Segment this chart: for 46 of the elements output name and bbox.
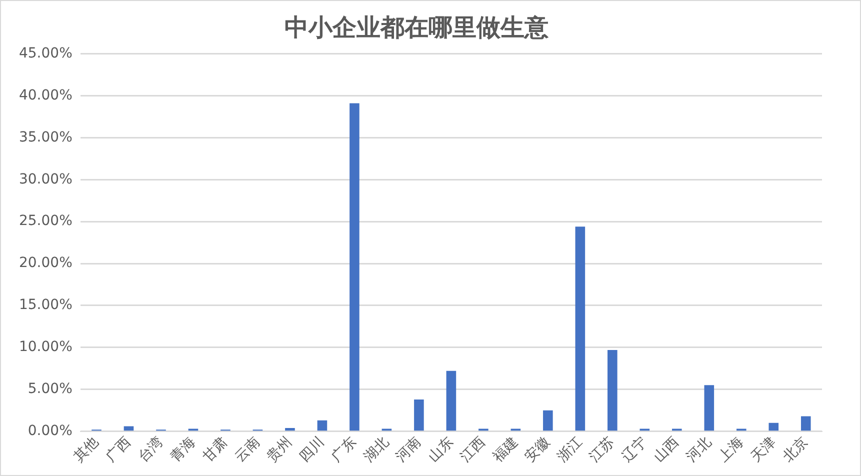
bar — [543, 410, 553, 431]
x-tick-label: 上海 — [716, 434, 747, 466]
y-tick-label: 40.00% — [18, 87, 72, 104]
bar — [350, 103, 360, 431]
x-tick-label: 安徽 — [522, 434, 554, 466]
x-tick-label: 河南 — [393, 434, 424, 466]
bar — [575, 226, 586, 431]
y-tick-label: 15.00% — [18, 297, 72, 314]
bar — [800, 416, 811, 431]
x-tick-label: 台湾 — [135, 434, 166, 466]
x-tick-label: 辽宁 — [618, 434, 650, 466]
x-tick-label: 湖北 — [360, 434, 392, 466]
x-tick-label: 江西 — [458, 434, 489, 466]
bar — [317, 420, 328, 431]
y-tick-label: 20.00% — [18, 255, 72, 272]
x-tick-label: 天津 — [748, 434, 780, 466]
y-tick-label: 35.00% — [18, 129, 72, 146]
x-tick-label: 其他 — [70, 434, 102, 466]
x-tick-label: 北京 — [780, 434, 812, 466]
x-tick-label: 云南 — [232, 434, 264, 466]
x-tick-label: 河北 — [683, 434, 715, 466]
y-tick-label: 30.00% — [18, 171, 72, 188]
bar — [446, 370, 456, 431]
bar — [124, 426, 134, 431]
y-tick-label: 5.00% — [28, 381, 72, 398]
x-tick-label: 江苏 — [586, 434, 618, 466]
y-tick-label: 45.00% — [18, 45, 72, 62]
x-tick-label: 浙江 — [554, 434, 586, 466]
y-tick-label: 0.00% — [28, 422, 72, 439]
x-tick-label: 贵州 — [264, 434, 296, 466]
bar — [768, 422, 779, 431]
x-tick-label: 山西 — [651, 434, 682, 466]
x-tick-label: 广西 — [103, 434, 134, 466]
x-tick-label: 福建 — [490, 434, 522, 466]
x-tick-label: 青海 — [168, 434, 199, 466]
x-tick-label: 四川 — [296, 434, 328, 466]
bar — [608, 350, 618, 431]
bar — [704, 385, 714, 431]
bar — [414, 399, 424, 431]
x-tick-label: 山东 — [425, 434, 457, 466]
chart-title: 中小企业都在哪里做生意 — [284, 14, 550, 42]
y-tick-label: 10.00% — [18, 339, 72, 356]
x-tick-label: 甘肃 — [200, 434, 231, 466]
y-tick-label: 25.00% — [18, 213, 72, 230]
x-tick-label: 广东 — [328, 434, 360, 466]
bar — [285, 428, 295, 431]
